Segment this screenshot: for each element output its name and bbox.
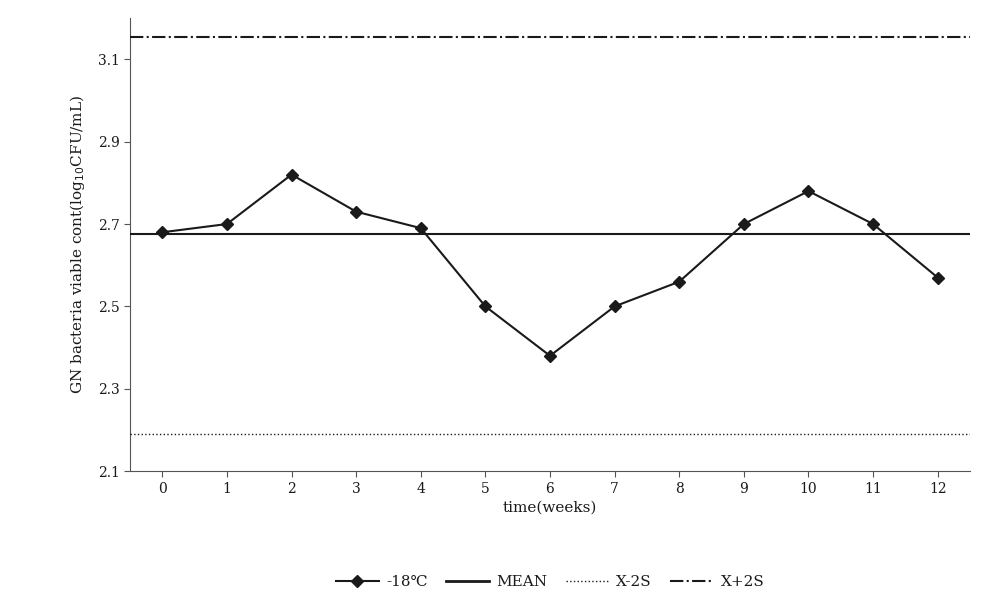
Y-axis label: GN bacteria viable cont(log$_{10}$CFU/mL): GN bacteria viable cont(log$_{10}$CFU/mL…: [68, 95, 87, 394]
X-axis label: time(weeks): time(weeks): [503, 501, 597, 515]
Legend: -18℃, MEAN, X-2S, X+2S: -18℃, MEAN, X-2S, X+2S: [330, 570, 770, 596]
